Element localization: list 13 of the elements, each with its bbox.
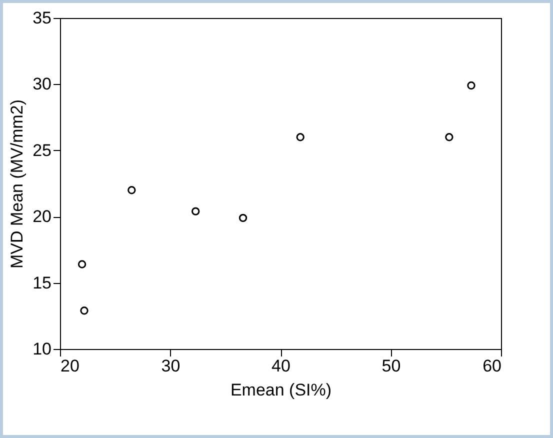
y-axis-title: MVD Mean (MV/mm2) xyxy=(8,99,27,269)
y-tick-label: 35 xyxy=(32,8,52,28)
x-tick-label: 40 xyxy=(272,356,290,376)
y-tick-label: 30 xyxy=(32,74,52,94)
y-tick-label: 20 xyxy=(32,207,52,226)
x-tick-label: 50 xyxy=(382,356,401,376)
x-tick-label: 30 xyxy=(161,356,180,376)
x-tick-label: 20 xyxy=(60,356,80,376)
y-tick-label: 10 xyxy=(32,340,52,358)
y-tick-label: 15 xyxy=(32,273,52,292)
x-tick-label: 60 xyxy=(482,356,502,376)
x-axis-title: Emean (SI%) xyxy=(230,380,332,400)
y-tick-label: 25 xyxy=(32,140,52,160)
